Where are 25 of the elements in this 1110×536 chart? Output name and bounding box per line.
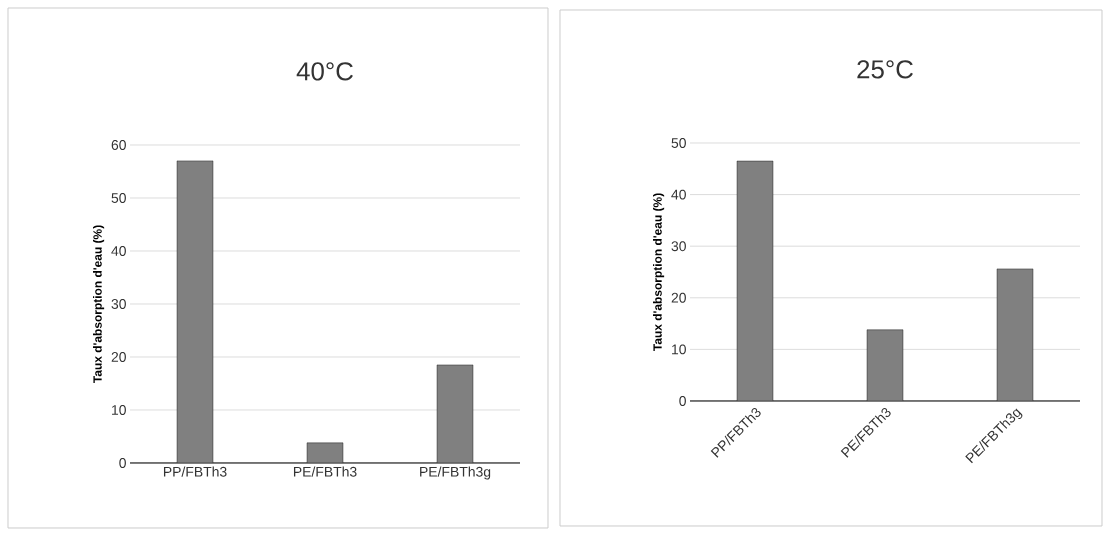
y-tick-label: 30 — [671, 241, 686, 252]
x-tick-label: PE/FBTh3g — [420, 466, 491, 480]
y-tick-label: 10 — [672, 344, 686, 355]
y-tick-label: 20 — [671, 292, 686, 303]
chart-title: 40°C — [296, 62, 353, 81]
x-tick-label: PE/FBTh3 — [293, 466, 357, 477]
y-tick-label: 40 — [671, 189, 686, 200]
x-tick-label: PP/FBTh3 — [163, 466, 227, 477]
y-tick-label: 30 — [111, 299, 126, 309]
y-tick-label: 0 — [119, 458, 126, 468]
y-tick-label: 0 — [679, 396, 686, 406]
bar — [436, 364, 474, 463]
y-tick-label: 60 — [111, 140, 126, 150]
y-axis-title: Taux d'absorption d'eau (%) — [653, 193, 665, 351]
y-tick-label: 40 — [111, 246, 126, 256]
y-tick-label: 50 — [111, 193, 126, 203]
y-tick-label: 20 — [111, 352, 126, 362]
chart-title: 25°C — [857, 60, 913, 79]
bar — [176, 160, 214, 463]
bar — [866, 329, 904, 401]
bar — [996, 268, 1034, 401]
y-tick-label: 10 — [112, 405, 126, 415]
y-axis-title: Taux d'absorption d'eau (%) — [93, 225, 105, 383]
y-tick-label: 50 — [671, 138, 686, 148]
bar — [736, 160, 774, 401]
